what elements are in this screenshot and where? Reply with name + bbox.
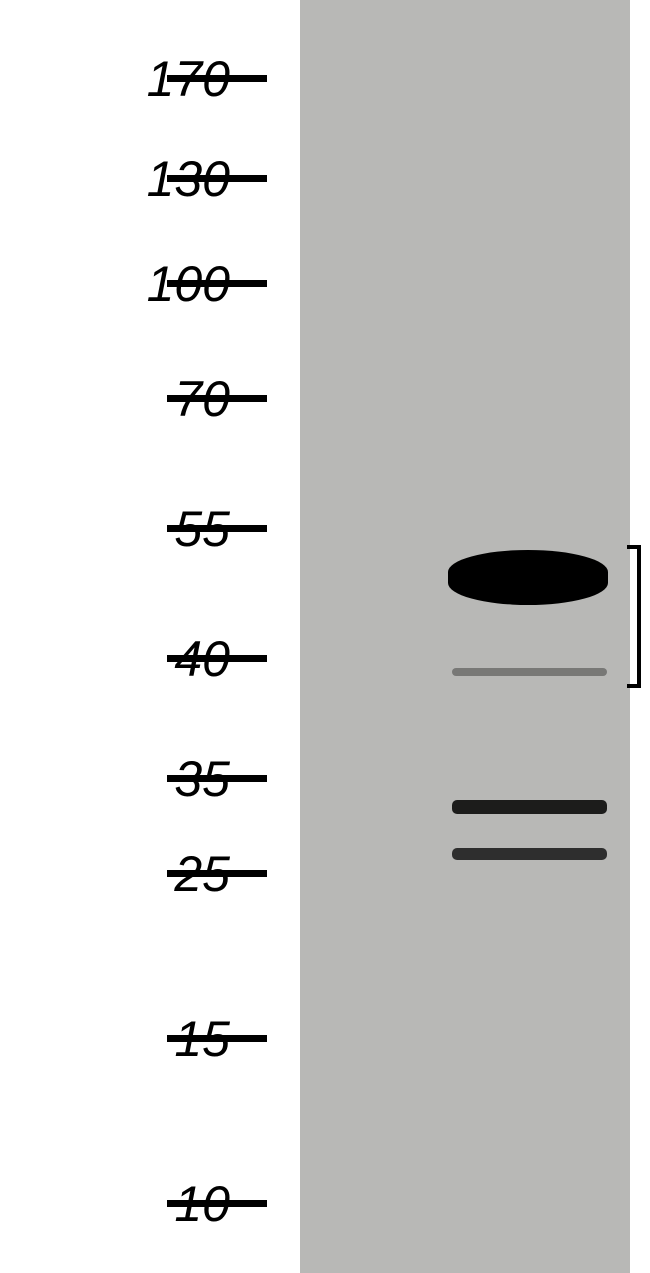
band-28kda [452,848,607,860]
marker-tick-40 [167,655,267,662]
band-main-55kda [448,550,608,605]
blot-membrane [300,0,630,1273]
marker-tick-100 [167,280,267,287]
marker-tick-70 [167,395,267,402]
marker-tick-35 [167,775,267,782]
marker-tick-130 [167,175,267,182]
band-33kda [452,800,607,814]
blot-figure: 170 130 100 70 55 40 35 25 15 10 [0,0,650,1273]
marker-tick-25 [167,870,267,877]
marker-tick-170 [167,75,267,82]
marker-tick-55 [167,525,267,532]
marker-tick-15 [167,1035,267,1042]
target-bracket [627,545,641,688]
marker-tick-10 [167,1200,267,1207]
band-faint-40kda [452,668,607,676]
